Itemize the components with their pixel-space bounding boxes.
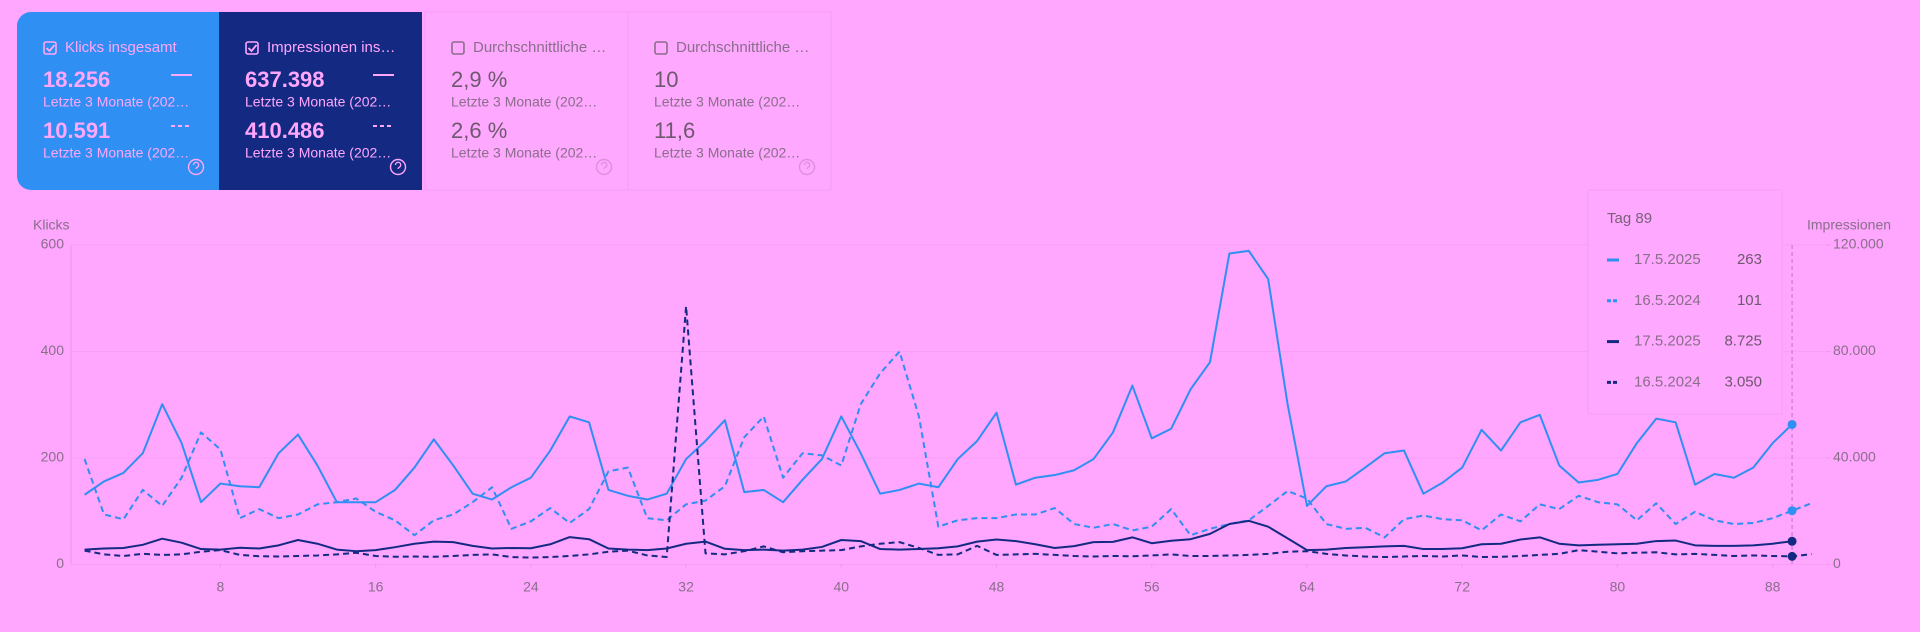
metric-card[interactable]: Klicks insgesamt 18.256 Letzte 3 Monate (2… <box>17 12 220 190</box>
x-tick-label: 8 <box>217 579 225 595</box>
help-glyph <box>394 161 402 170</box>
tooltip-value: 101 <box>1737 292 1762 309</box>
checkbox[interactable] <box>654 41 668 55</box>
hover-dot <box>1787 536 1797 546</box>
line-dashed <box>83 350 1812 539</box>
card-title: Impressionen ins… <box>267 39 395 56</box>
card-period: Letzte 3 Monate (202… <box>245 94 391 110</box>
x-tick-label: 64 <box>1299 579 1315 595</box>
x-tick-label: 80 <box>1610 579 1626 595</box>
help-icon[interactable] <box>798 158 816 176</box>
card-title: Durchschnittliche … <box>676 39 809 56</box>
card-compare-value: 11,6 <box>654 118 695 143</box>
y-tick-label: 200 <box>41 449 65 465</box>
chart: Klicks Impressionen 0 200 400 600 0 40.000 80.… <box>33 217 1891 595</box>
x-tick-label: 24 <box>523 579 539 595</box>
tooltip: Tag 89 17.5.2025 263 16.5.2024 101 17.5.2025 8… <box>1587 189 1783 415</box>
hover-dot <box>1787 506 1797 516</box>
line <box>84 249 1793 507</box>
x-tick-label: 48 <box>989 579 1005 595</box>
tooltip-label: 17.5.2025 <box>1634 333 1701 350</box>
tooltip-label: 16.5.2024 <box>1634 373 1701 390</box>
card-value: 10 <box>654 67 678 92</box>
card-period: Letzte 3 Monate (202… <box>451 94 597 110</box>
y2-tick-label: 0 <box>1833 555 1841 571</box>
x-tick-label: 32 <box>678 579 694 595</box>
card-compare-period: Letzte 3 Monate (202… <box>451 145 597 161</box>
help-icon[interactable] <box>595 158 613 176</box>
metric-card[interactable]: Durchschnittliche … 2,9 % Letzte 3 Monate … <box>424 11 629 191</box>
hover-dot <box>1787 551 1797 561</box>
x-tick-label: 72 <box>1454 579 1470 595</box>
y2-tick-label: 80.000 <box>1833 342 1876 358</box>
checkbox[interactable] <box>245 41 259 55</box>
tooltip-value: 8.725 <box>1724 333 1762 350</box>
hover-dot <box>1787 419 1797 429</box>
checkbox[interactable] <box>451 41 465 55</box>
y2-axis-label: Impressionen <box>1807 217 1891 233</box>
card-compare-period: Letzte 3 Monate (202… <box>654 145 800 161</box>
x-tick-label: 88 <box>1765 579 1781 595</box>
card-compare-value: 2,6 % <box>451 118 507 143</box>
tooltip-value: 3.050 <box>1724 373 1762 390</box>
tooltip-label: 17.5.2025 <box>1634 251 1701 268</box>
tooltip-value: 263 <box>1737 251 1762 268</box>
tooltip-title: Tag 89 <box>1607 210 1652 227</box>
help-glyph <box>192 161 200 170</box>
card-period: Letzte 3 Monate (202… <box>43 94 189 110</box>
line <box>84 519 1793 553</box>
y-tick-label: 400 <box>41 342 65 358</box>
metric-card[interactable]: Impressionen ins… 637.398 Letzte 3 Monate … <box>219 12 422 190</box>
x-tick-label: 56 <box>1144 579 1160 595</box>
x-tick-label: 16 <box>368 579 384 595</box>
help-icon[interactable] <box>389 158 407 176</box>
y2-tick-label: 40.000 <box>1833 449 1876 465</box>
checkbox[interactable] <box>43 41 57 55</box>
card-compare-value: 410.486 <box>245 118 325 143</box>
metric-cards: Klicks insgesamt 18.256 Letzte 3 Monate (2… <box>17 11 832 191</box>
y2-tick-label: 120.000 <box>1833 236 1884 252</box>
help-glyph <box>600 161 608 170</box>
card-value: 2,9 % <box>451 67 507 92</box>
help-glyph <box>803 161 811 170</box>
card-value: 18.256 <box>43 67 110 92</box>
card-compare-period: Letzte 3 Monate (202… <box>245 145 391 161</box>
tooltip-box <box>1587 189 1783 415</box>
y-tick-label: 600 <box>41 236 65 252</box>
y-tick-label: 0 <box>56 555 64 571</box>
card-corner-fill <box>37 12 220 190</box>
card-compare-period: Letzte 3 Monate (202… <box>43 145 189 161</box>
card-title: Klicks insgesamt <box>65 39 178 56</box>
checkmark <box>45 44 56 53</box>
card-value: 637.398 <box>245 67 325 92</box>
checkmark <box>247 44 258 53</box>
card-compare-value: 10.591 <box>43 118 110 143</box>
tooltip-label: 16.5.2024 <box>1634 292 1701 309</box>
metric-card[interactable]: Durchschnittliche … 10 Letzte 3 Monate (20… <box>627 11 832 191</box>
card-period: Letzte 3 Monate (202… <box>654 94 800 110</box>
line-dashed <box>84 305 1812 559</box>
y-axis-label: Klicks <box>33 217 70 233</box>
help-icon[interactable] <box>187 158 205 176</box>
x-tick-label: 40 <box>834 579 850 595</box>
card-title: Durchschnittliche … <box>473 39 606 56</box>
